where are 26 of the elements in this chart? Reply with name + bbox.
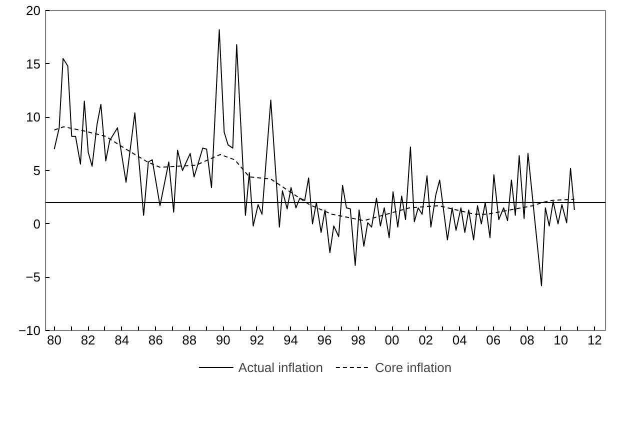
x-tick-label: 98 <box>351 332 366 348</box>
x-tick-label: 00 <box>384 332 400 348</box>
x-tick-label: 06 <box>486 332 501 348</box>
y-tick-label: 20 <box>26 3 41 18</box>
x-tick-label: 88 <box>182 332 197 348</box>
x-tick-label: 12 <box>587 332 602 348</box>
legend-label: Actual inflation <box>238 360 323 374</box>
x-tick-label: 84 <box>114 332 130 348</box>
x-tick-label: 86 <box>148 332 163 348</box>
x-tick-label: 10 <box>554 332 568 348</box>
x-tick-label: 08 <box>520 332 534 348</box>
x-tick-label: 82 <box>80 332 96 348</box>
y-tick-label: −10 <box>18 323 41 338</box>
legend-label: Core inflation <box>374 360 452 374</box>
y-tick-label: 5 <box>33 163 41 178</box>
x-tick-label: 96 <box>317 332 332 348</box>
x-tick-label: 94 <box>283 332 298 348</box>
y-tick-label: 10 <box>26 110 41 125</box>
y-tick-label: 15 <box>26 56 41 72</box>
x-tick-label: 90 <box>216 332 230 348</box>
x-tick-label: 92 <box>250 332 264 348</box>
y-tick-label: −5 <box>26 270 41 285</box>
x-tick-label: 02 <box>418 332 434 348</box>
y-tick-label: 0 <box>33 216 41 232</box>
x-tick-label: 80 <box>47 332 62 348</box>
x-tick-label: 04 <box>452 332 467 348</box>
